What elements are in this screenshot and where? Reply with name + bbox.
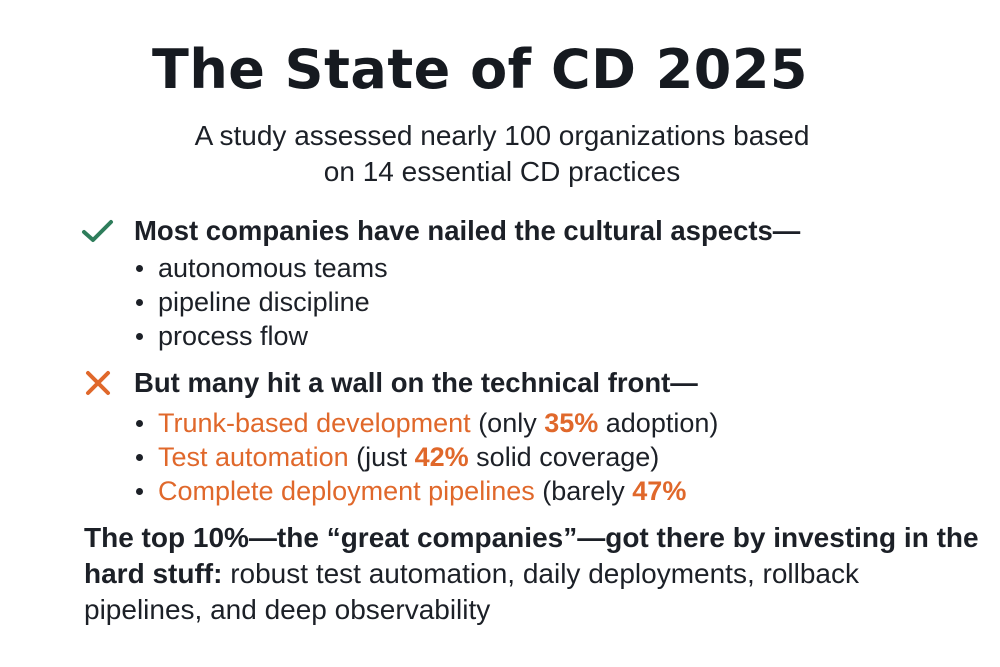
list-item: autonomous teams (135, 251, 800, 285)
gaps-section: But many hit a wall on the technical fro… (80, 365, 718, 508)
gaps-list: Trunk-based development (only 35% adopti… (135, 406, 719, 508)
list-item: Test automation (just 42% solid coverage… (135, 440, 718, 474)
subtitle-line-2: on 14 essential CD practices (323, 156, 681, 187)
practice-pre: (barely (534, 476, 633, 506)
practice-pre: (only (470, 408, 545, 438)
strengths-list: autonomous teams pipeline discipline pro… (135, 251, 800, 353)
strengths-heading: Most companies have nailed the cultural … (134, 215, 801, 246)
check-icon (82, 220, 113, 242)
strengths-heading-row: Most companies have nailed the cultural … (80, 213, 800, 249)
conclusion-paragraph: The top 10%—the “great companies”—got th… (84, 520, 984, 628)
practice-name: Test automation (158, 442, 349, 472)
conclusion-regular: robust test automation, daily deployment… (84, 558, 859, 625)
practice-name: Complete deployment pipelines (158, 476, 535, 506)
gaps-heading-row: But many hit a wall on the technical fro… (80, 365, 718, 401)
strengths-section: Most companies have nailed the cultural … (80, 213, 800, 353)
list-item: Trunk-based development (only 35% adopti… (135, 406, 719, 440)
list-item: Complete deployment pipelines (barely 47… (135, 474, 718, 508)
gaps-heading: But many hit a wall on the technical fro… (134, 367, 698, 398)
list-item: process flow (135, 319, 800, 353)
practice-percent: 42% (414, 442, 469, 472)
practice-percent: 47% (632, 476, 687, 506)
subtitle-line-1: A study assessed nearly 100 organization… (194, 120, 810, 151)
page-title: The State of CD 2025 (151, 38, 809, 101)
practice-percent: 35% (544, 408, 599, 438)
page-subtitle: A study assessed nearly 100 organization… (0, 118, 1000, 190)
practice-pre: (just (348, 442, 415, 472)
cross-icon (86, 371, 110, 395)
practice-post: adoption) (598, 408, 719, 438)
practice-post: solid coverage) (468, 442, 660, 472)
list-item: pipeline discipline (135, 285, 800, 319)
practice-name: Trunk-based development (158, 408, 471, 438)
conclusion-bold: The top 10%—the “great companies”—got th… (84, 522, 979, 589)
